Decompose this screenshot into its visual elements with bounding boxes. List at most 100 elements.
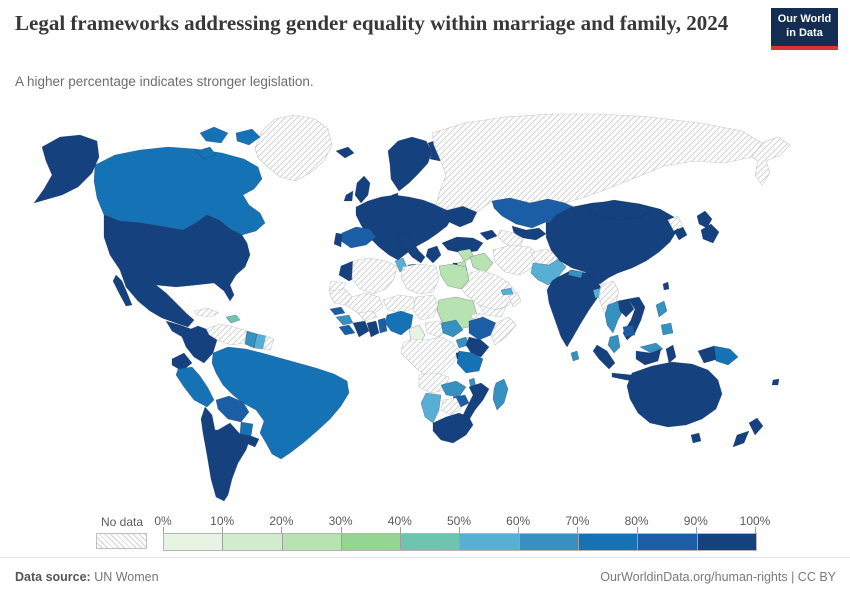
country-brazil[interactable] [211, 346, 350, 460]
legend-bin-8[interactable] [638, 534, 698, 550]
country-canada-arctic1[interactable] [199, 126, 229, 144]
country-ghana[interactable] [366, 320, 380, 338]
country-new-zealand-north[interactable] [748, 417, 764, 436]
country-namibia[interactable] [420, 392, 442, 424]
country-nigeria[interactable] [384, 310, 414, 336]
country-north-korea[interactable] [667, 215, 683, 232]
country-russia[interactable] [431, 113, 763, 213]
country-argentina[interactable] [214, 422, 252, 502]
country-sri-lanka[interactable] [570, 350, 580, 362]
country-taiwan[interactable] [662, 281, 670, 291]
no-data-swatch[interactable] [96, 533, 147, 549]
country-chad[interactable] [412, 294, 440, 321]
country-caucasus[interactable] [479, 229, 498, 241]
legend-bin-7[interactable] [579, 534, 639, 550]
country-south-africa[interactable] [432, 412, 474, 444]
country-united-kingdom[interactable] [354, 175, 371, 204]
country-haiti[interactable] [225, 314, 241, 324]
country-indonesia-borneo[interactable] [635, 348, 662, 366]
legend-color-bar[interactable] [163, 533, 757, 551]
legend-bin-5[interactable] [460, 534, 520, 550]
credit-line[interactable]: OurWorldinData.org/human-rights | CC BY [600, 570, 836, 584]
country-south-sudan[interactable] [440, 319, 464, 338]
country-kenya[interactable] [465, 336, 490, 358]
country-mongolia[interactable] [587, 199, 653, 221]
country-zambia[interactable] [440, 380, 467, 398]
country-papua-new-guinea[interactable] [713, 345, 739, 366]
country-algeria[interactable] [351, 257, 398, 295]
country-portugal[interactable] [333, 232, 343, 248]
country-italy[interactable] [397, 232, 426, 264]
legend-bin-0[interactable] [164, 534, 224, 550]
country-mexico-baja[interactable] [112, 274, 133, 307]
country-bolivia[interactable] [215, 395, 250, 423]
country-greenland[interactable] [254, 114, 333, 182]
country-new-zealand-south[interactable] [732, 430, 750, 448]
legend-bin-9[interactable] [697, 534, 756, 550]
country-cambodia[interactable] [622, 324, 636, 338]
country-uae[interactable] [500, 287, 514, 296]
region-continental-europe[interactable] [355, 194, 453, 261]
country-uruguay[interactable] [247, 435, 260, 448]
country-guinea[interactable] [335, 314, 354, 326]
country-botswana[interactable] [440, 397, 462, 416]
country-tanzania[interactable] [456, 350, 484, 374]
owid-logo[interactable]: Our World in Data [771, 8, 838, 50]
country-tasmania[interactable] [690, 432, 702, 444]
country-nepal[interactable] [567, 269, 584, 279]
country-scandinavia[interactable] [387, 136, 433, 192]
country-libya[interactable] [400, 263, 440, 295]
country-indonesia-sulawesi[interactable] [665, 344, 677, 364]
country-united-states[interactable] [103, 214, 251, 302]
country-philippines-mindanao[interactable] [660, 322, 674, 336]
legend-bin-4[interactable] [401, 534, 461, 550]
country-yemen[interactable] [478, 304, 507, 318]
legend-bin-3[interactable] [341, 534, 402, 550]
country-iceland[interactable] [335, 146, 355, 159]
country-senegal[interactable] [329, 306, 346, 316]
country-mozambique[interactable] [462, 382, 490, 421]
country-cote-divoire[interactable] [352, 320, 370, 338]
country-india[interactable] [546, 269, 603, 348]
country-paraguay[interactable] [239, 421, 254, 437]
legend-tick-20%: 20% [269, 514, 294, 528]
country-greece[interactable] [425, 245, 442, 264]
country-togo-benin[interactable] [377, 317, 388, 334]
country-fiji[interactable] [771, 378, 780, 386]
country-oman[interactable] [508, 291, 522, 308]
world-map[interactable] [0, 103, 850, 509]
country-australia[interactable] [626, 361, 723, 428]
country-laos[interactable] [617, 298, 635, 318]
country-cuba[interactable] [193, 307, 220, 318]
country-saudi-arabia[interactable] [458, 269, 517, 311]
country-russia-fareast[interactable] [751, 136, 791, 186]
country-ireland[interactable] [343, 190, 354, 202]
country-madagascar[interactable] [492, 378, 509, 411]
country-iraq[interactable] [469, 252, 494, 274]
country-afghanistan[interactable] [530, 248, 557, 266]
country-burkina-faso[interactable] [357, 310, 378, 322]
country-malaysia-peninsula[interactable] [607, 334, 621, 354]
country-ecuador[interactable] [171, 352, 193, 372]
country-french-guiana[interactable] [262, 335, 275, 351]
legend-bin-1[interactable] [223, 534, 283, 550]
country-south-korea[interactable] [673, 226, 688, 241]
country-alaska[interactable] [33, 134, 100, 204]
country-japan-south[interactable] [700, 223, 720, 244]
country-peru[interactable] [175, 366, 215, 408]
country-indonesia-sumatra[interactable] [592, 344, 616, 370]
country-japan-north[interactable] [696, 210, 713, 229]
country-somalia[interactable] [490, 316, 517, 346]
country-drc[interactable] [400, 336, 460, 378]
legend-bin-6[interactable] [519, 534, 580, 550]
country-mexico[interactable] [119, 269, 195, 328]
country-turkey[interactable] [441, 236, 484, 254]
country-canada-arctic3[interactable] [195, 146, 217, 160]
legend-bin-2[interactable] [282, 534, 342, 550]
country-spain[interactable] [340, 226, 377, 249]
country-philippines-luzon[interactable] [655, 300, 668, 318]
country-sierra-leone[interactable] [338, 324, 356, 336]
country-canada-arctic2[interactable] [235, 128, 261, 146]
country-egypt[interactable] [438, 263, 470, 290]
country-niger[interactable] [382, 294, 417, 314]
